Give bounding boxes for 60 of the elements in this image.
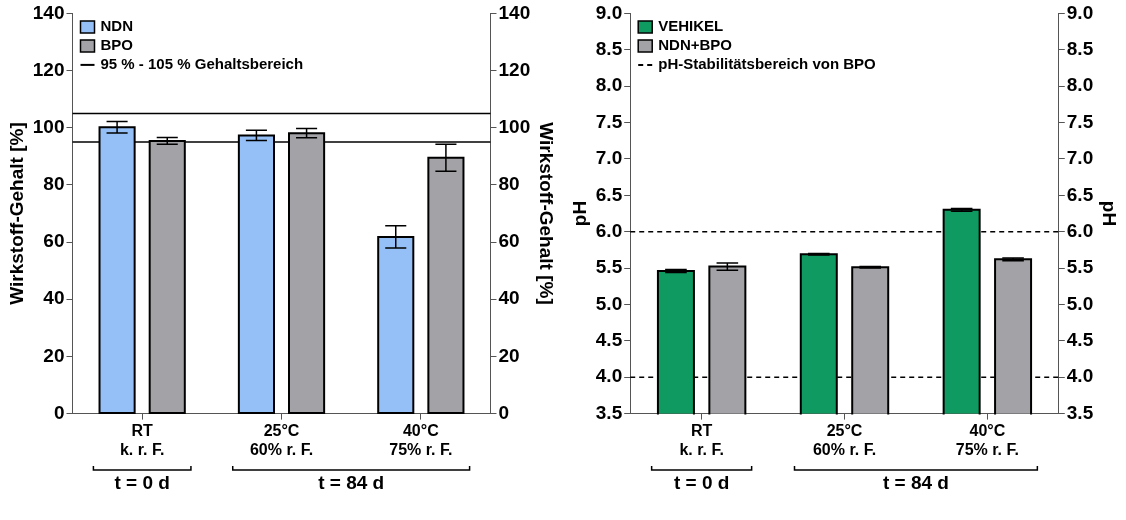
y2-tick-label: 6.5 (1066, 183, 1094, 205)
y2-axis-title: Wirkstoff-Gehalt [%] (536, 122, 558, 305)
y-tick-label: 5.0 (595, 292, 623, 314)
y2-tick-label: 140 (498, 1, 531, 23)
y-axis-title: Wirkstoff-Gehalt [%] (5, 122, 27, 305)
y2-tick-label: 40 (498, 287, 520, 309)
legend-label: NDN (100, 17, 133, 35)
y-tick-label: 5.5 (595, 256, 623, 278)
y-tick-label: 4.0 (595, 365, 623, 387)
y2-tick-label: 7.5 (1066, 110, 1094, 132)
y2-axis-title: pH (1099, 200, 1121, 227)
y2-tick-label: 100 (498, 115, 531, 137)
y2-tick-label: 4.0 (1066, 365, 1094, 387)
y-tick-label: 0 (53, 401, 65, 423)
y-tick-label: 80 (43, 173, 65, 195)
y-tick-label: 9.0 (595, 1, 623, 23)
legend-label: VEHIKEL (658, 17, 724, 35)
text: t = 84 d (882, 471, 949, 493)
y-tick-label: 120 (32, 58, 65, 80)
x-tick-label: 40°C 75% r. F. (955, 421, 1019, 458)
x-tick-label: 25°C 60% r. F. (812, 421, 877, 458)
x-tick-label: RT k. r. F. (119, 421, 165, 458)
y-tick-label: 8.5 (595, 38, 623, 60)
y-tick-label: 20 (43, 344, 65, 366)
y2-tick-label: 6.0 (1066, 219, 1094, 241)
x-tick-label: RT k. r. F. (679, 421, 724, 458)
legend-label: pH-Stabilitätsbereich von BPO (658, 55, 877, 73)
y2-tick-label: 4.5 (1066, 329, 1094, 351)
y-tick-label: 60 (43, 230, 65, 252)
legend-label: BPO (100, 36, 134, 54)
y2-tick-label: 8.0 (1066, 74, 1094, 96)
x-tick-label: 25°C 60% r. F. (249, 421, 314, 458)
text: t = 84 d (318, 471, 385, 493)
y-tick-label: 4.5 (595, 329, 623, 351)
y-tick-label: 6.0 (595, 219, 623, 241)
y-tick-label: 7.0 (595, 147, 623, 169)
y2-tick-label: 5.5 (1066, 256, 1094, 278)
y-tick-label: 6.5 (595, 183, 623, 205)
y2-tick-label: 3.5 (1066, 401, 1094, 423)
text: t = 0 d (114, 471, 170, 493)
y2-tick-label: 80 (498, 173, 520, 195)
y2-tick-label: 5.0 (1066, 292, 1094, 314)
y-tick-label: 140 (32, 1, 65, 23)
y2-tick-label: 9.0 (1066, 1, 1094, 23)
text: t = 0 d (673, 471, 730, 493)
y2-tick-label: 120 (498, 58, 531, 80)
y2-tick-label: 20 (498, 344, 520, 366)
y-tick-label: 40 (43, 287, 65, 309)
y2-tick-label: 0 (498, 401, 510, 423)
y-axis-title: pH (568, 200, 590, 227)
y2-tick-label: 7.0 (1066, 147, 1094, 169)
y-tick-label: 8.0 (595, 74, 623, 96)
legend-label: NDN+BPO (658, 36, 733, 54)
y-tick-label: 7.5 (595, 110, 623, 132)
y-tick-label: 3.5 (595, 401, 623, 423)
y2-tick-label: 60 (498, 230, 520, 252)
y-tick-label: 100 (32, 115, 65, 137)
x-tick-label: 40°C 75% r. F. (389, 421, 453, 458)
legend-label: 95 % - 105 % Gehaltsbereich (100, 55, 304, 73)
y2-tick-label: 8.5 (1066, 38, 1094, 60)
